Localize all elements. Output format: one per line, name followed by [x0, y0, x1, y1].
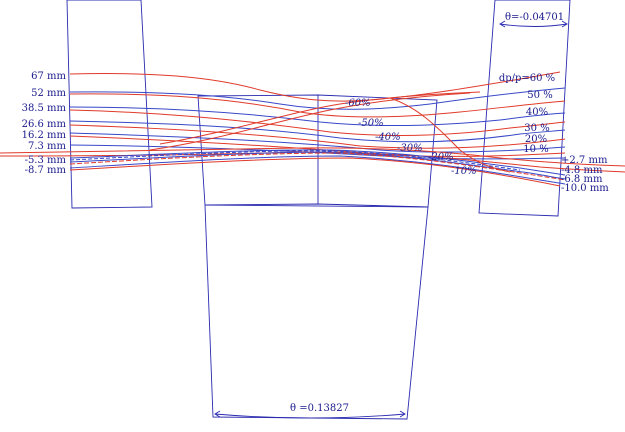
- bottom-arrow-right: [399, 410, 406, 418]
- bottom-arrow-left: [214, 410, 221, 418]
- right-pct-label: dp/p=60 %: [499, 73, 555, 84]
- angle-markers: [214, 20, 568, 419]
- ray-cross-red-3: [69, 152, 566, 181]
- left-label: 67 mm: [31, 71, 66, 82]
- ray-26-red: [69, 124, 566, 149]
- right-mm-labels: +2.7 mm -4.8 mm -6.8 mm -10.0 mm: [561, 155, 609, 194]
- top-right-angle-arc: [499, 23, 568, 27]
- ray-down-red: [389, 97, 511, 173]
- right-pct-label: 30 %: [524, 123, 549, 134]
- center-pct-label: -20%: [428, 152, 454, 163]
- left-label: 7.3 mm: [28, 141, 67, 152]
- center-pct-label: -50%: [358, 118, 384, 129]
- ray-cross-blue-4: [69, 155, 566, 185]
- left-label: 16.2 mm: [22, 130, 67, 141]
- ray-top-red: [69, 71, 561, 102]
- top-right-arrow-right: [561, 20, 568, 28]
- right-pct-label: 40%: [526, 107, 548, 118]
- right-percent-labels: dp/p=60 % 50 % 40% 30 % 20% 10 %: [499, 73, 555, 155]
- center-magnet-mid: [204, 204, 429, 208]
- ray-traces: [0, 71, 625, 187]
- ray-cross-red-1: [0, 147, 625, 167]
- left-label: -5.3 mm: [25, 155, 67, 166]
- ray-26-blue: [69, 120, 566, 143]
- right-mm-label: -10.0 mm: [561, 183, 609, 194]
- left-labels: 67 mm 52 mm 38.5 mm 26.6 mm 16.2 mm 7.3 …: [22, 71, 67, 176]
- ray-38-blue: [69, 106, 566, 127]
- left-label: -8.7 mm: [25, 165, 67, 176]
- left-magnet: [66, 0, 153, 209]
- right-mm-label: +2.7 mm: [561, 155, 608, 166]
- center-magnet-bottom: [204, 204, 429, 420]
- bottom-angle-arc: [214, 413, 406, 419]
- right-magnet: [478, 0, 571, 217]
- right-pct-label: 10 %: [523, 144, 548, 155]
- center-pct-label: -10%: [451, 166, 477, 177]
- ray-cross-blue-3: [69, 150, 521, 171]
- top-right-angle-label: θ=-0.04701: [505, 12, 564, 23]
- ray-52-blue: [69, 87, 566, 110]
- ray-cross-blue-1: [69, 149, 566, 176]
- ray-cross-red-4: [69, 157, 561, 187]
- ray-52-red: [69, 93, 566, 118]
- left-label: 26.6 mm: [22, 119, 67, 130]
- center-pct-label: -30%: [397, 143, 423, 154]
- magnet-outlines: [66, 0, 571, 420]
- right-mm-label: -4.8 mm: [561, 165, 603, 176]
- center-pct-label: -40%: [375, 132, 401, 143]
- bottom-angle-label: θ =0.13827: [290, 403, 349, 414]
- center-pct-label: -60%: [345, 98, 371, 109]
- ray-cross-blue-2: [69, 151, 566, 180]
- right-pct-label: 50 %: [527, 90, 552, 101]
- ray-38-red: [69, 109, 566, 136]
- center-percent-labels: -60% -50% -40% -30% -20% -10%: [345, 98, 477, 177]
- right-mm-label: -6.8 mm: [561, 174, 603, 185]
- top-right-arrow-left: [499, 20, 506, 28]
- left-label: 52 mm: [31, 88, 66, 99]
- right-pct-label: 20%: [525, 134, 547, 145]
- left-label: 38.5 mm: [22, 103, 67, 114]
- ray-up-red-2: [159, 91, 481, 145]
- ray-up-red-1: [149, 92, 471, 151]
